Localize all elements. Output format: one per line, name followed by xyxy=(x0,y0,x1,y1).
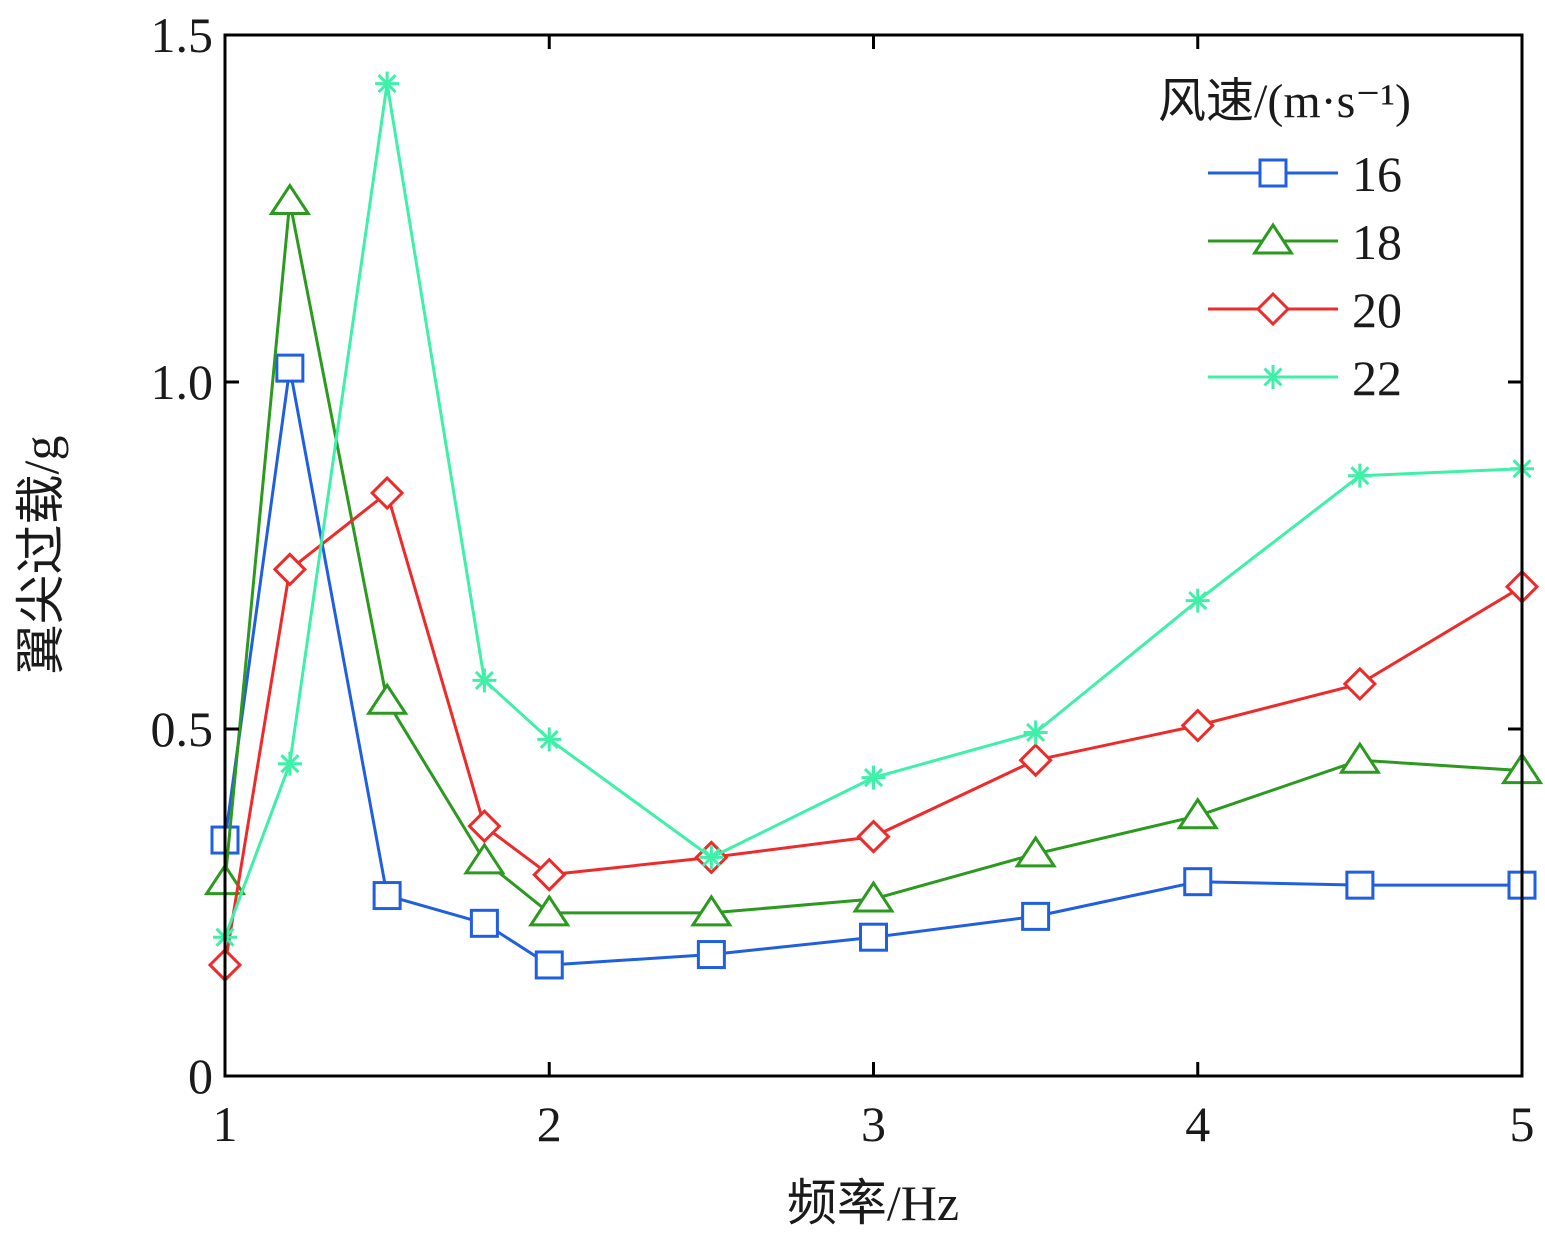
data-point-16 xyxy=(469,908,499,938)
x-tick-label: 4 xyxy=(1185,1096,1210,1152)
data-point-20 xyxy=(1018,743,1053,778)
legend-item-16: 16 xyxy=(1208,146,1402,202)
data-point-22 xyxy=(375,71,400,96)
data-point-18 xyxy=(852,880,895,913)
data-point-16 xyxy=(1021,901,1051,931)
data-point-18 xyxy=(1338,741,1382,774)
legend-item-22: 22 xyxy=(1208,350,1402,406)
data-point-20 xyxy=(1180,708,1215,743)
data-point-18 xyxy=(1014,835,1057,868)
data-point-16 xyxy=(1183,867,1213,897)
legend-title: 风速/(m·s⁻¹) xyxy=(1158,75,1411,128)
y-tick-label: 0.5 xyxy=(151,701,214,757)
data-point-20 xyxy=(467,809,502,844)
x-axis-label: 频率/Hz xyxy=(787,1175,959,1231)
x-tick-label: 3 xyxy=(861,1096,886,1152)
data-point-16 xyxy=(696,940,726,970)
data-point-16 xyxy=(534,950,564,980)
data-point-16 xyxy=(1345,870,1375,900)
data-point-18 xyxy=(268,182,312,216)
star-stroke xyxy=(377,74,397,94)
legend: 风速/(m·s⁻¹) 16 18 20 22 xyxy=(1158,75,1411,406)
data-point-22 xyxy=(861,765,886,790)
series-22 xyxy=(213,71,1534,950)
legend-marker xyxy=(1261,365,1285,389)
series-line-22 xyxy=(223,82,1523,938)
y-tick-label: 1.5 xyxy=(151,7,214,63)
legend-label: 16 xyxy=(1352,146,1402,202)
legend-label: 18 xyxy=(1352,214,1402,270)
y-tick-label: 1.0 xyxy=(151,354,214,410)
series-line-16 xyxy=(223,366,1522,967)
star-stroke xyxy=(863,768,884,788)
data-point-18 xyxy=(1176,797,1219,830)
series-18 xyxy=(203,182,1544,927)
data-point-16 xyxy=(372,881,402,911)
data-point-18 xyxy=(463,842,506,875)
legend-marker xyxy=(1258,158,1288,188)
data-point-18 xyxy=(690,894,733,927)
data-point-22 xyxy=(699,845,724,870)
star-stroke xyxy=(280,754,300,774)
star-stroke xyxy=(1026,722,1046,743)
data-point-18 xyxy=(365,682,409,715)
data-point-20 xyxy=(272,552,307,587)
data-point-16 xyxy=(859,922,888,952)
data-point-22 xyxy=(472,668,497,693)
data-point-22 xyxy=(1023,720,1048,745)
data-point-20 xyxy=(1342,666,1377,702)
data-point-22 xyxy=(537,727,562,752)
legend-item-18: 18 xyxy=(1208,214,1402,270)
star-stroke xyxy=(474,670,494,690)
plot-frame xyxy=(223,33,1524,1078)
axis-labels: 频率/Hz 翼尖过载/g xyxy=(13,436,959,1231)
legend-label: 22 xyxy=(1352,350,1402,406)
x-tick-label: 1 xyxy=(213,1096,238,1152)
data-point-16 xyxy=(275,353,305,383)
data-point-18 xyxy=(528,894,571,927)
legend-label: 20 xyxy=(1352,282,1402,338)
y-tick-label: 0 xyxy=(188,1048,213,1104)
star-stroke xyxy=(539,729,559,749)
data-point-22 xyxy=(1185,588,1210,613)
x-tick-label: 2 xyxy=(537,1096,562,1152)
star-stroke xyxy=(1350,466,1370,486)
star-stroke xyxy=(1263,367,1283,387)
legend-marker xyxy=(1251,222,1295,255)
star-stroke xyxy=(1188,591,1208,611)
data-point-20 xyxy=(370,475,405,511)
legend-item-20: 20 xyxy=(1208,282,1402,338)
data-point-22 xyxy=(277,751,302,776)
series-layer xyxy=(203,71,1544,983)
x-tick-label: 5 xyxy=(1510,1096,1535,1152)
star-stroke xyxy=(701,847,721,867)
y-axis-label: 翼尖过载/g xyxy=(13,436,69,675)
data-point-22 xyxy=(1347,463,1372,488)
tick-layer: 1 2 3 4 5 0 0.5 1.0 1.5 xyxy=(151,7,1535,1152)
data-point-20 xyxy=(856,819,891,854)
data-point-20 xyxy=(532,857,567,892)
legend-marker xyxy=(1255,291,1291,327)
